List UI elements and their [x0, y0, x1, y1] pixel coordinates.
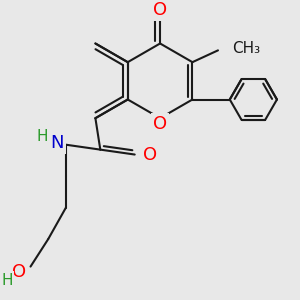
Text: O: O	[153, 1, 167, 19]
Text: O: O	[153, 115, 167, 133]
Text: H: H	[1, 273, 13, 288]
Text: O: O	[13, 263, 27, 281]
Text: N: N	[50, 134, 64, 152]
Text: CH₃: CH₃	[232, 41, 260, 56]
Text: O: O	[142, 146, 157, 164]
Text: H: H	[37, 129, 48, 144]
